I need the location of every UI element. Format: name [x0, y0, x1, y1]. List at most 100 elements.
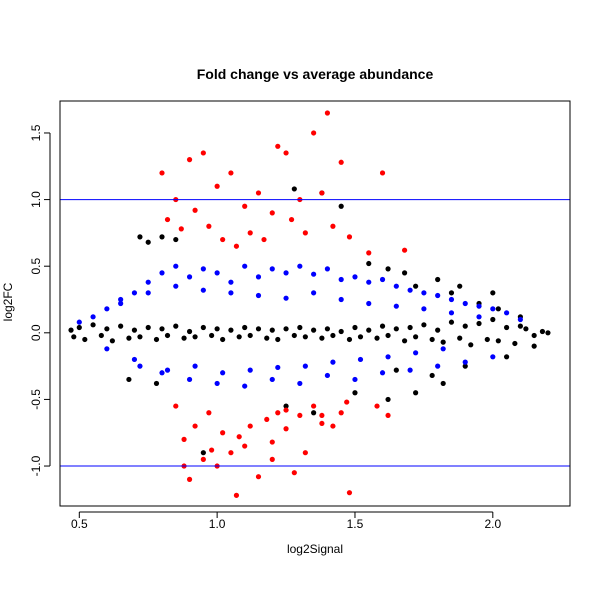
data-point-series-1-28 [462, 300, 468, 307]
data-point-series-0-66 [517, 323, 523, 329]
data-point-series-0-85 [291, 186, 297, 192]
data-point-series-1-32 [517, 316, 523, 323]
data-point-series-0-96 [352, 390, 358, 396]
data-point-series-2-51 [311, 403, 317, 409]
data-point-series-0-16 [173, 323, 179, 329]
data-point-series-0-70 [545, 330, 551, 336]
data-point-series-2-46 [275, 410, 281, 416]
y-tick-label-0: -1.0 [29, 455, 43, 476]
data-point-series-0-79 [503, 354, 510, 360]
data-point-series-1-6 [159, 270, 165, 276]
data-point-series-1-22 [379, 276, 386, 283]
data-point-series-0-100 [385, 396, 391, 403]
data-point-series-0-26 [242, 324, 248, 331]
points-layer [68, 110, 551, 498]
x-tick-label-3: 2.0 [484, 517, 501, 531]
data-point-series-2-4 [186, 157, 193, 163]
data-point-series-2-22 [311, 130, 317, 136]
data-point-series-1-2 [104, 306, 110, 312]
data-point-series-2-21 [302, 230, 308, 236]
data-point-series-2-52 [319, 420, 325, 427]
data-point-series-0-38 [324, 326, 331, 332]
data-point-series-0-74 [495, 306, 501, 312]
data-point-series-0-63 [495, 338, 501, 344]
data-point-series-0-6 [104, 326, 110, 332]
data-point-series-1-34 [131, 356, 138, 363]
y-axis-label: log2FC [1, 282, 15, 321]
data-point-series-0-69 [539, 328, 546, 335]
data-point-series-2-15 [261, 236, 267, 243]
data-point-series-0-59 [468, 342, 474, 348]
data-point-series-2-16 [269, 210, 275, 216]
data-point-series-0-43 [357, 334, 364, 340]
data-point-series-1-12 [242, 263, 248, 269]
data-point-series-0-68 [531, 332, 537, 339]
data-point-series-0-92 [457, 283, 463, 289]
data-point-series-2-40 [233, 492, 240, 498]
data-point-series-0-32 [283, 326, 289, 332]
data-point-series-0-13 [153, 336, 160, 343]
data-point-series-1-19 [338, 276, 344, 283]
data-point-series-1-55 [311, 290, 317, 296]
data-point-series-0-1 [71, 334, 77, 340]
data-point-series-0-0 [68, 327, 74, 333]
data-point-series-2-54 [346, 490, 353, 496]
plot-frame [59, 100, 571, 507]
data-point-series-0-67 [523, 326, 529, 332]
data-point-series-0-15 [164, 332, 171, 339]
data-point-series-2-63 [374, 403, 380, 409]
data-point-series-0-7 [109, 338, 115, 344]
data-point-series-0-14 [159, 326, 165, 332]
data-point-series-2-30 [401, 247, 408, 253]
data-point-series-0-18 [186, 328, 193, 335]
data-point-series-1-0 [76, 319, 82, 325]
data-point-series-0-57 [457, 335, 463, 341]
data-point-series-0-95 [311, 410, 317, 416]
data-point-series-1-27 [448, 296, 455, 303]
data-point-series-2-24 [324, 110, 331, 116]
data-point-series-1-36 [186, 376, 193, 383]
data-point-series-1-38 [242, 383, 248, 389]
data-point-series-2-43 [255, 474, 262, 480]
data-point-series-0-60 [476, 320, 482, 327]
data-point-series-2-45 [269, 456, 275, 462]
data-point-series-0-52 [421, 322, 427, 328]
data-point-series-0-2 [76, 324, 82, 331]
data-point-series-2-61 [330, 423, 336, 429]
data-point-series-0-23 [220, 336, 226, 343]
data-point-series-1-15 [283, 270, 289, 276]
data-point-series-1-8 [186, 274, 193, 280]
data-point-series-0-41 [346, 336, 353, 343]
data-point-series-0-71 [413, 283, 419, 289]
data-point-series-1-57 [366, 300, 372, 307]
data-point-series-2-62 [344, 399, 350, 405]
data-point-series-2-39 [228, 450, 234, 456]
data-point-series-2-5 [192, 207, 198, 213]
data-point-series-2-25 [330, 223, 336, 229]
data-point-series-0-40 [338, 328, 344, 335]
data-point-series-0-10 [131, 327, 138, 333]
data-point-series-1-11 [228, 279, 234, 285]
data-point-series-1-70 [357, 356, 364, 363]
data-point-series-1-33 [104, 346, 110, 352]
data-point-series-0-56 [448, 319, 455, 325]
data-point-series-2-29 [379, 170, 386, 176]
data-point-series-0-4 [90, 322, 96, 328]
data-point-series-2-32 [181, 436, 187, 442]
data-point-series-2-11 [233, 243, 240, 249]
data-point-series-0-102 [440, 380, 446, 387]
x-axis-label: log2Signal [287, 542, 343, 556]
data-point-series-2-14 [255, 190, 262, 196]
data-point-series-0-12 [145, 324, 151, 331]
data-point-series-0-45 [374, 335, 380, 341]
data-point-series-1-13 [255, 274, 262, 280]
chart-title: Fold change vs average abundance [197, 66, 434, 82]
x-tick-label-1: 1.0 [209, 517, 226, 531]
data-point-series-0-62 [490, 316, 496, 323]
data-point-series-1-56 [338, 296, 344, 303]
data-point-series-0-98 [153, 380, 160, 387]
data-point-series-0-88 [366, 260, 372, 267]
data-point-series-1-66 [247, 367, 253, 373]
